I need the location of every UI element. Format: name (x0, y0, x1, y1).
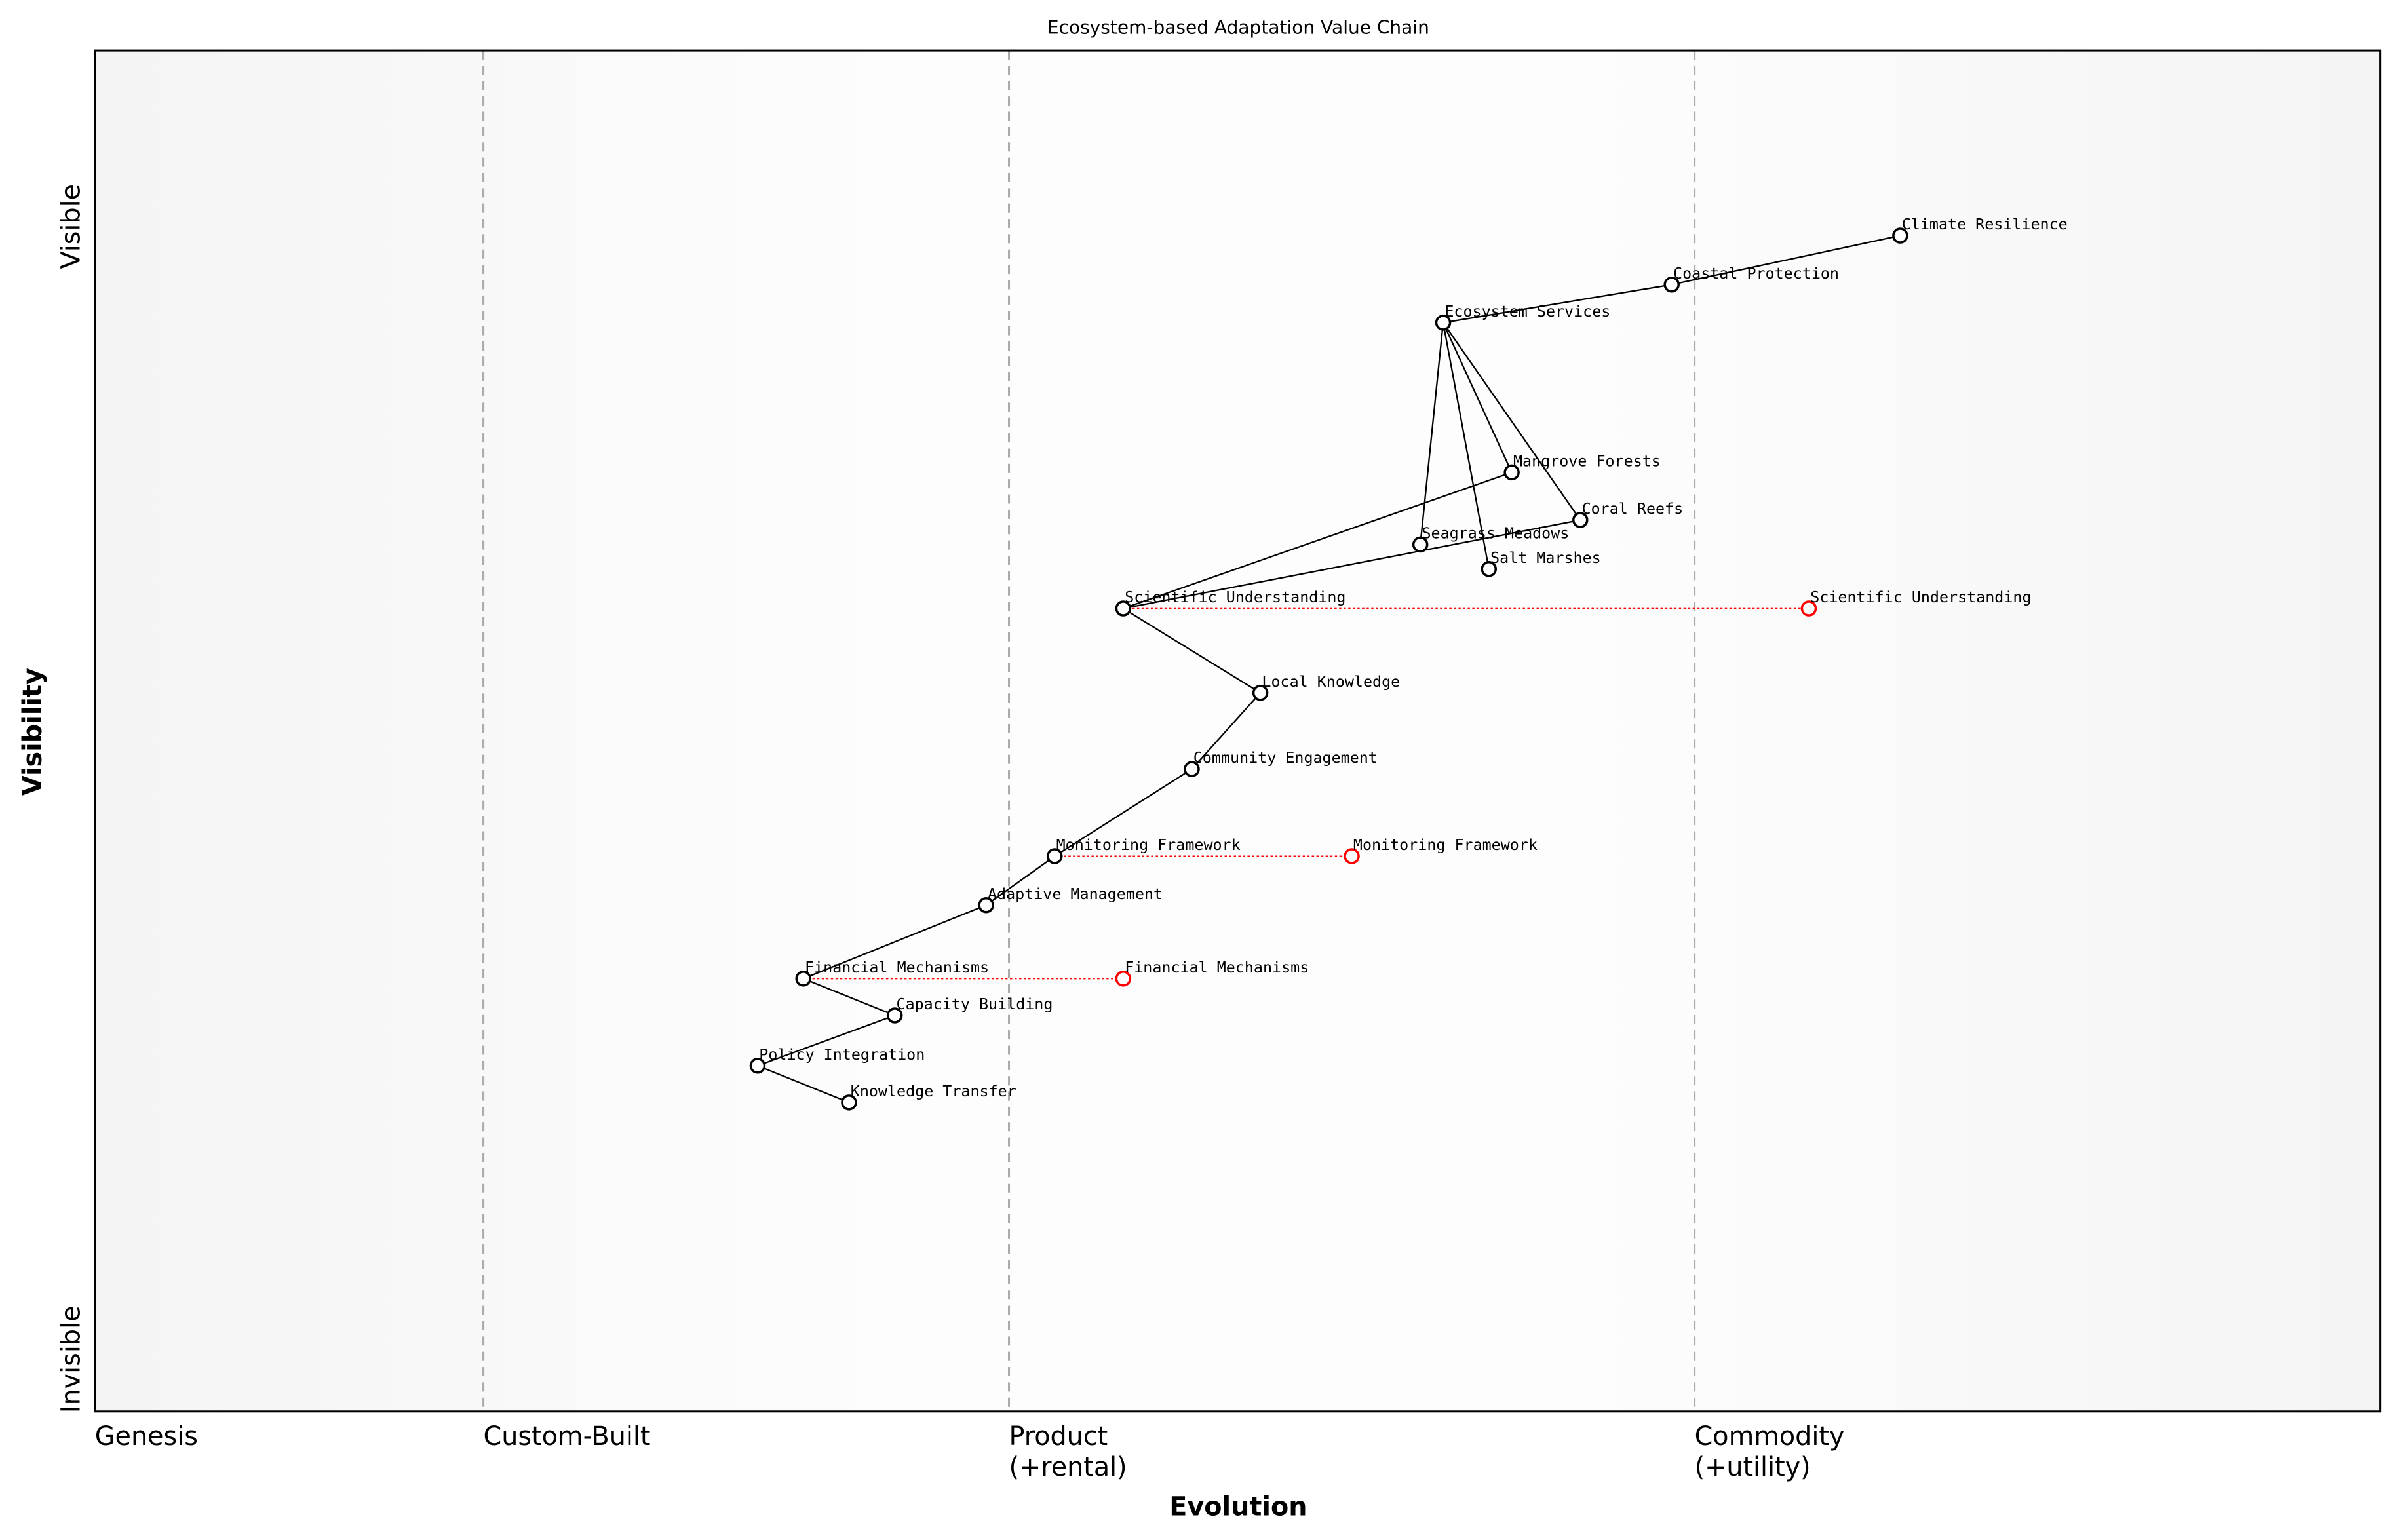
plot-area (94, 50, 2380, 1412)
component-label-climate-resilience: Climate Resilience (1902, 215, 2068, 233)
component-label-coastal-protection: Coastal Protection (1673, 264, 1839, 282)
stage-label-genesis: Genesis (95, 1421, 198, 1452)
component-label-financial-mechanisms: Financial Mechanisms (805, 958, 989, 976)
plot-frame (94, 49, 2382, 1413)
component-label-monitoring-framework: Monitoring Framework (1056, 836, 1241, 854)
evolved-label-monitoring-framework: Monitoring Framework (1353, 836, 1538, 854)
x-axis-title: Evolution (1169, 1492, 1307, 1522)
component-node-salt-marshes (1481, 561, 1498, 577)
component-node-financial-mechanisms (795, 971, 811, 987)
component-label-mangrove-forests: Mangrove Forests (1513, 452, 1661, 471)
link-coral-reefs-to-scientific-understanding (1123, 519, 1581, 609)
link-ecosystem-services-to-coral-reefs (1442, 322, 1581, 521)
component-node-climate-resilience (1892, 227, 1908, 244)
y-axis-title: Visibility (18, 668, 48, 796)
link-policy-integration-to-knowledge-transfer (757, 1065, 849, 1104)
component-node-monitoring-framework (1047, 848, 1063, 864)
link-mangrove-forests-to-scientific-understanding (1123, 471, 1513, 609)
component-node-policy-integration (749, 1058, 766, 1074)
stage-label-commodity: Commodity (+utility) (1695, 1421, 1845, 1482)
component-label-coral-reefs: Coral Reefs (1582, 499, 1684, 518)
link-local-knowledge-to-community-engagement (1191, 692, 1261, 770)
evolved-node-scientific-understanding (1800, 600, 1817, 617)
stage-label-custom-built: Custom-Built (484, 1421, 651, 1452)
link-capacity-building-to-policy-integration (757, 1014, 895, 1067)
stage-label-product: Product (+rental) (1009, 1421, 1127, 1482)
evolved-label-financial-mechanisms: Financial Mechanisms (1125, 958, 1309, 976)
component-label-adaptive-management: Adaptive Management (988, 885, 1163, 903)
component-node-community-engagement (1184, 761, 1200, 777)
component-label-policy-integration: Policy Integration (759, 1045, 925, 1064)
evolved-label-scientific-understanding: Scientific Understanding (1810, 588, 2031, 606)
component-node-adaptive-management (978, 896, 994, 914)
component-node-scientific-understanding (1115, 600, 1132, 617)
component-node-ecosystem-services (1435, 315, 1452, 331)
y-label-visible: Visible (56, 184, 86, 269)
link-adaptive-management-to-financial-mechanisms (803, 904, 987, 980)
link-ecosystem-services-to-mangrove-forests (1442, 322, 1513, 473)
component-label-knowledge-transfer: Knowledge Transfer (851, 1082, 1016, 1100)
evolved-node-monitoring-framework (1344, 848, 1360, 864)
chart-title: Ecosystem-based Adaptation Value Chain (1047, 16, 1429, 38)
link-ecosystem-services-to-seagrass-meadows (1420, 322, 1444, 545)
component-node-local-knowledge (1252, 685, 1269, 701)
link-financial-mechanisms-to-capacity-building (803, 978, 895, 1016)
component-node-seagrass-meadows (1412, 536, 1429, 553)
y-label-invisible: Invisible (56, 1305, 86, 1413)
component-node-coral-reefs (1572, 512, 1589, 528)
component-node-mangrove-forests (1503, 464, 1520, 481)
component-label-ecosystem-services: Ecosystem Services (1444, 302, 1610, 320)
component-label-salt-marshes: Salt Marshes (1490, 549, 1601, 567)
link-coastal-protection-to-ecosystem-services (1442, 284, 1672, 324)
component-label-local-knowledge: Local Knowledge (1262, 672, 1400, 691)
link-climate-resilience-to-coastal-protection (1671, 235, 1901, 286)
link-scientific-understanding-to-local-knowledge (1123, 607, 1261, 694)
component-node-knowledge-transfer (841, 1094, 857, 1111)
link-community-engagement-to-monitoring-framework (1054, 768, 1193, 857)
component-label-seagrass-meadows: Seagrass Meadows (1422, 524, 1570, 543)
component-node-capacity-building (886, 1007, 903, 1024)
component-label-community-engagement: Community Engagement (1193, 748, 1378, 767)
link-monitoring-framework-to-adaptive-management (985, 855, 1055, 906)
component-label-scientific-understanding: Scientific Understanding (1125, 588, 1345, 606)
evolved-node-financial-mechanisms (1115, 971, 1132, 987)
component-node-coastal-protection (1663, 277, 1680, 293)
component-label-capacity-building: Capacity Building (897, 995, 1053, 1013)
link-ecosystem-services-to-salt-marshes (1442, 322, 1490, 569)
